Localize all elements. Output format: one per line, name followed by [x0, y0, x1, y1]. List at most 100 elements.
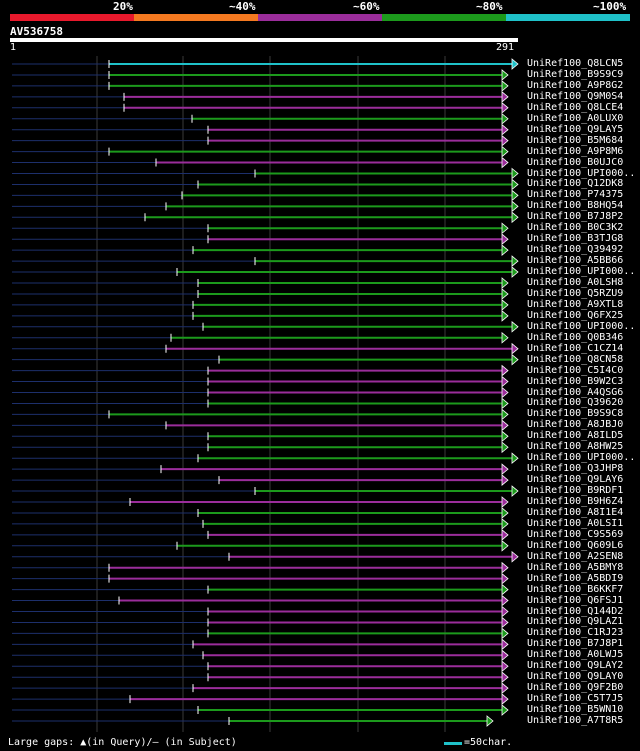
hit-label[interactable]: UniRef100_B3TJG8	[527, 233, 624, 245]
hit-arrowhead	[501, 496, 509, 508]
hit-label[interactable]: UniRef100_UPI000..	[527, 167, 636, 179]
hit-label[interactable]: UniRef100_Q9LAY2	[527, 660, 624, 672]
hit-label[interactable]: UniRef100_B7J8P1	[527, 638, 624, 650]
hit-label[interactable]: UniRef100_C1CZ14	[527, 342, 624, 354]
hit-label[interactable]: UniRef100_A2SEN8	[527, 550, 624, 562]
hit-arrowhead	[501, 244, 509, 257]
hit-label[interactable]: UniRef100_Q9LAY0	[527, 671, 624, 683]
hit-arrowhead	[501, 682, 509, 695]
hit-label[interactable]: UniRef100_Q8LCE4	[527, 101, 624, 113]
hit-label[interactable]: UniRef100_Q6FX25	[527, 309, 624, 321]
hit-arrowhead	[501, 233, 509, 246]
hit-arrowhead	[501, 156, 509, 169]
legend-label-20: 20%	[113, 0, 133, 13]
hit-label[interactable]: UniRef100_A9P8G2	[527, 79, 624, 91]
hit-arrowhead	[511, 320, 519, 333]
scale-bar	[444, 742, 462, 745]
hit-label[interactable]: UniRef100_Q39492	[527, 244, 624, 256]
hit-label[interactable]: UniRef100_UPI000..	[527, 320, 636, 332]
hit-label[interactable]: UniRef100_Q8LCN5	[527, 58, 624, 69]
hit-label[interactable]: UniRef100_UPI000..	[527, 452, 636, 464]
identity-legend-green	[382, 14, 506, 21]
hit-arrowhead	[501, 277, 509, 289]
hit-arrowhead	[511, 452, 519, 465]
hit-label[interactable]: UniRef100_A5BDI9	[527, 572, 624, 584]
hit-label[interactable]: UniRef100_P74375	[527, 189, 624, 201]
hit-arrowhead	[511, 255, 519, 267]
legend-label-60: ~60%	[353, 0, 380, 13]
query-end: 291	[496, 42, 515, 53]
hit-label[interactable]: UniRef100_Q9F2B0	[527, 682, 624, 694]
hit-arrowhead	[501, 561, 509, 574]
hit-label[interactable]: UniRef100_B9H6Z4	[527, 496, 624, 507]
gap-legend: Large gaps: ▲(in Query)/— (in Subject)	[8, 737, 237, 748]
hit-label[interactable]: UniRef100_B0UJC0	[527, 156, 624, 168]
hit-label[interactable]: UniRef100_B9S9C8	[527, 408, 624, 420]
hit-label[interactable]: UniRef100_B5M684	[527, 134, 624, 146]
hit-label[interactable]: UniRef100_Q9LAZ1	[527, 616, 624, 628]
hit-arrowhead	[511, 178, 519, 191]
hit-label[interactable]: UniRef100_A9P8M6	[527, 145, 624, 157]
hit-label[interactable]: UniRef100_Q3JHP8	[527, 463, 624, 475]
hit-label[interactable]: UniRef100_Q12DK8	[527, 178, 624, 190]
hit-label[interactable]: UniRef100_Q39620	[527, 397, 624, 409]
hit-label[interactable]: UniRef100_A9XTL8	[527, 298, 624, 310]
hit-label[interactable]: UniRef100_C9S569	[527, 528, 624, 540]
hit-label[interactable]: UniRef100_Q144D2	[527, 605, 624, 617]
hit-label[interactable]: UniRef100_C1RJ23	[527, 627, 624, 639]
hit-arrowhead	[501, 474, 509, 486]
hit-label[interactable]: UniRef100_Q609L6	[527, 539, 624, 551]
hit-label[interactable]: UniRef100_Q9LAY6	[527, 474, 624, 486]
hit-label[interactable]: UniRef100_UPI000..	[527, 266, 636, 278]
hit-label[interactable]: UniRef100_A0LUX0	[527, 112, 624, 124]
hit-arrowhead	[501, 408, 509, 421]
hit-label[interactable]: UniRef100_A8ILD5	[527, 430, 624, 442]
hit-arrowhead	[511, 485, 519, 497]
hit-arrowhead	[501, 101, 509, 114]
hit-arrowhead	[501, 528, 509, 541]
hit-label[interactable]: UniRef100_A8I1E4	[527, 506, 624, 518]
hit-arrowhead	[511, 342, 519, 355]
hit-label[interactable]: UniRef100_Q8CN58	[527, 353, 624, 365]
hit-arrowhead	[511, 353, 519, 366]
query-id: AV536758	[10, 25, 63, 38]
hit-label[interactable]: UniRef100_Q9M0S4	[527, 90, 624, 102]
hit-label[interactable]: UniRef100_B8HQ54	[527, 200, 624, 212]
hit-label[interactable]: UniRef100_B0C3K2	[527, 222, 624, 234]
hit-arrowhead	[511, 211, 519, 224]
hit-arrowhead	[501, 441, 509, 454]
legend-label-40: ~40%	[229, 0, 256, 13]
hit-arrowhead	[501, 397, 509, 410]
hit-arrowhead	[501, 649, 509, 662]
hit-label[interactable]: UniRef100_C5T7J5	[527, 693, 624, 705]
identity-legend-purple	[258, 14, 382, 21]
hit-label[interactable]: UniRef100_A8JBJ0	[527, 419, 624, 431]
hit-label[interactable]: UniRef100_A5BMY8	[527, 561, 624, 573]
hit-arrowhead	[501, 69, 509, 81]
hit-arrowhead	[501, 463, 509, 476]
hit-label[interactable]: UniRef100_A4QSG6	[527, 386, 624, 398]
hit-label[interactable]: UniRef100_B6KKF7	[527, 583, 624, 595]
hit-label[interactable]: UniRef100_Q6FSJ1	[527, 594, 624, 606]
hit-arrowhead	[501, 80, 509, 92]
hit-label[interactable]: UniRef100_Q0B346	[527, 331, 624, 343]
hit-label[interactable]: UniRef100_B7J8P2	[527, 211, 624, 223]
hit-label[interactable]: UniRef100_A8HW25	[527, 441, 624, 453]
hit-arrowhead	[501, 112, 509, 125]
hit-label[interactable]: UniRef100_Q9LAY5	[527, 123, 624, 135]
hit-label[interactable]: UniRef100_B9RDF1	[527, 485, 624, 497]
hit-arrowhead	[501, 375, 509, 388]
hit-label[interactable]: UniRef100_A5BB66	[527, 255, 624, 267]
hit-label[interactable]: UniRef100_A7T8R5	[527, 715, 624, 726]
hit-label[interactable]: UniRef100_B5WN10	[527, 704, 624, 716]
hit-arrowhead	[501, 145, 509, 158]
hit-label[interactable]: UniRef100_Q5RZU9	[527, 287, 624, 299]
hit-label[interactable]: UniRef100_A0LWJ5	[527, 649, 624, 661]
identity-legend-orange	[134, 14, 258, 21]
hit-label[interactable]: UniRef100_A0LSI1	[527, 517, 624, 529]
hit-label[interactable]: UniRef100_C5I4C0	[527, 364, 624, 376]
hit-label[interactable]: UniRef100_A0LSH8	[527, 277, 624, 288]
hit-arrowhead	[501, 507, 509, 519]
hit-label[interactable]: UniRef100_B9W2C3	[527, 375, 624, 387]
hit-label[interactable]: UniRef100_B9S9C9	[527, 68, 624, 80]
